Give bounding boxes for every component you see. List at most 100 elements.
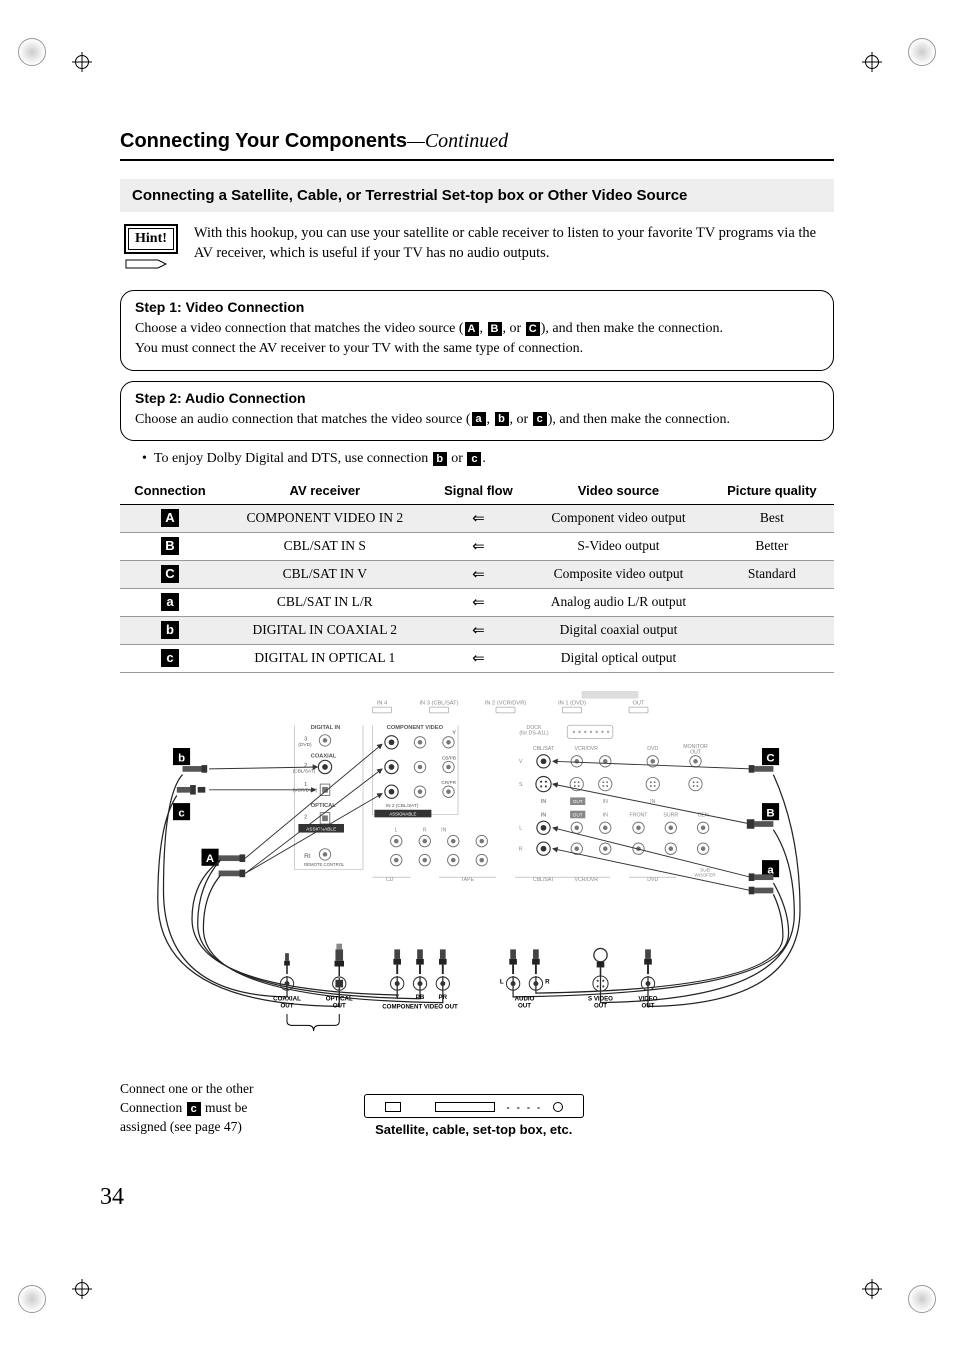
step2-body: Choose an audio connection that matches …	[135, 410, 819, 430]
th-receiver: AV receiver	[220, 477, 430, 505]
row-flow: ⇐	[430, 532, 528, 560]
diagram-note: Connect one or the other Connection c mu…	[120, 1080, 253, 1137]
svg-text:S: S	[519, 782, 523, 788]
svg-text:VIDEOOUT: VIDEOOUT	[638, 996, 657, 1010]
row-quality	[710, 588, 834, 616]
lbl-component: COMPONENT VIDEO	[387, 725, 444, 731]
row-flow: ⇐	[430, 588, 528, 616]
table-row: ACOMPONENT VIDEO IN 2⇐Component video ou…	[120, 504, 834, 532]
row-flow: ⇐	[430, 644, 528, 672]
row-source: Component video output	[527, 504, 710, 532]
note-badge-c: c	[187, 1102, 201, 1116]
svg-text:SURR: SURR	[663, 812, 678, 818]
row-quality	[710, 616, 834, 644]
step1-pre: Choose a video connection that matches t…	[135, 321, 464, 336]
svg-text:A: A	[206, 853, 214, 865]
th-connection: Connection	[120, 477, 220, 505]
svg-text:(VCR/DVR): (VCR/DVR)	[293, 788, 318, 794]
page: Connecting Your Components—Continued Con…	[0, 0, 954, 1351]
svg-text:c: c	[178, 807, 184, 819]
svg-text:CR/PR: CR/PR	[441, 780, 456, 786]
svg-text:IN 2 (CBL/SAT): IN 2 (CBL/SAT)	[386, 803, 419, 809]
svg-text:DVD: DVD	[647, 877, 658, 883]
svg-text:COAXIALOUT: COAXIALOUT	[273, 996, 301, 1010]
hint-row: Hint! With this hookup, you can use your…	[124, 224, 830, 272]
note-line3: assigned (see page 47)	[120, 1119, 242, 1134]
hint-label: Hint!	[128, 228, 174, 250]
row-badge: C	[161, 565, 179, 583]
svg-text:VCR/DVR: VCR/DVR	[575, 877, 599, 883]
note-line2-post: must be	[202, 1100, 248, 1115]
row-receiver: CBL/SAT IN L/R	[220, 588, 430, 616]
svg-text:OPTICAL: OPTICAL	[311, 803, 336, 809]
bullet-post: .	[482, 451, 486, 466]
svg-text:COMPONENT VIDEO OUT: COMPONENT VIDEO OUT	[382, 1003, 458, 1010]
svg-text:L: L	[500, 978, 504, 985]
crop-target	[862, 52, 882, 72]
table-row: bDIGITAL IN COAXIAL 2⇐Digital coaxial ou…	[120, 616, 834, 644]
svg-text:IN: IN	[603, 812, 608, 818]
lbl-digital-in: DIGITAL IN	[311, 725, 341, 731]
svg-text:(DVD): (DVD)	[298, 742, 312, 748]
row-badge: c	[161, 649, 179, 667]
connection-table: Connection AV receiver Signal flow Video…	[120, 477, 834, 673]
step2-pre: Choose an audio connection that matches …	[135, 412, 471, 427]
lbl-dock: DOCK(for DS-A1L)	[519, 725, 549, 737]
badge-b-lower: b	[495, 412, 509, 426]
svg-text:RI: RI	[304, 853, 311, 860]
svg-text:R: R	[423, 827, 427, 833]
row-source: Composite video output	[527, 560, 710, 588]
svg-text:AUDIOOUT: AUDIOOUT	[515, 996, 535, 1010]
step2-title: Step 2: Audio Connection	[135, 390, 819, 406]
hint-graphic: Hint!	[124, 224, 178, 272]
svg-text:IN: IN	[441, 827, 446, 833]
crop-target	[72, 1279, 92, 1299]
svg-text:S VIDEOOUT: S VIDEOOUT	[588, 996, 613, 1010]
step2-box: Step 2: Audio Connection Choose an audio…	[120, 381, 834, 441]
svg-text:IN 4: IN 4	[377, 700, 387, 706]
step1-line2: You must connect the AV receiver to your…	[135, 341, 583, 356]
svg-text:V: V	[519, 759, 523, 765]
svg-text:COAXIAL: COAXIAL	[311, 753, 337, 759]
row-badge: A	[161, 509, 179, 527]
svg-text:CBL/SAT: CBL/SAT	[533, 746, 555, 752]
badge-c-bullet: c	[467, 452, 481, 466]
svg-text:FRONT: FRONT	[630, 812, 649, 818]
svg-text:VCR/DVR: VCR/DVR	[575, 746, 599, 752]
registration-mark	[908, 38, 936, 66]
row-flow: ⇐	[430, 504, 528, 532]
svg-text:IN: IN	[603, 799, 608, 805]
row-quality: Standard	[710, 560, 834, 588]
svg-text:PB: PB	[416, 994, 425, 1001]
svg-text:OPTICALOUT: OPTICALOUT	[326, 996, 353, 1010]
badge-a-lower: a	[472, 412, 486, 426]
svg-text:2: 2	[304, 814, 307, 820]
registration-mark	[18, 38, 46, 66]
svg-text:REMOTE CONTROL: REMOTE CONTROL	[304, 862, 345, 867]
svg-text:b: b	[178, 752, 185, 764]
crop-target	[862, 1279, 882, 1299]
svg-text:OUT: OUT	[632, 700, 645, 706]
svg-text:ASSIGNABLE: ASSIGNABLE	[389, 811, 416, 816]
step1-box: Step 1: Video Connection Choose a video …	[120, 290, 834, 371]
badge-a-upper: A	[465, 322, 479, 336]
svg-text:1: 1	[304, 782, 307, 788]
dolby-note: • To enjoy Dolby Digital and DTS, use co…	[142, 451, 834, 467]
row-source: Analog audio L/R output	[527, 588, 710, 616]
table-row: CCBL/SAT IN V⇐Composite video outputStan…	[120, 560, 834, 588]
svg-text:IN 1 (DVD): IN 1 (DVD)	[558, 700, 586, 706]
hint-text: With this hookup, you can use your satel…	[194, 224, 830, 263]
row-receiver: DIGITAL IN OPTICAL 1	[220, 644, 430, 672]
svg-text:SUBWOOFER: SUBWOOFER	[694, 867, 716, 878]
svg-text:OUT: OUT	[573, 812, 583, 818]
svg-text:OUT: OUT	[573, 799, 583, 805]
section-title-text: Connecting Your Components	[120, 130, 407, 152]
row-source: Digital optical output	[527, 644, 710, 672]
svg-text:CB/PB: CB/PB	[442, 755, 456, 761]
page-number: 34	[100, 1184, 124, 1211]
th-source: Video source	[527, 477, 710, 505]
badge-c-upper: C	[526, 322, 540, 336]
svg-text:MONITOROUT: MONITOROUT	[683, 744, 708, 756]
row-source: S-Video output	[527, 532, 710, 560]
note-line2-pre: Connection	[120, 1100, 186, 1115]
